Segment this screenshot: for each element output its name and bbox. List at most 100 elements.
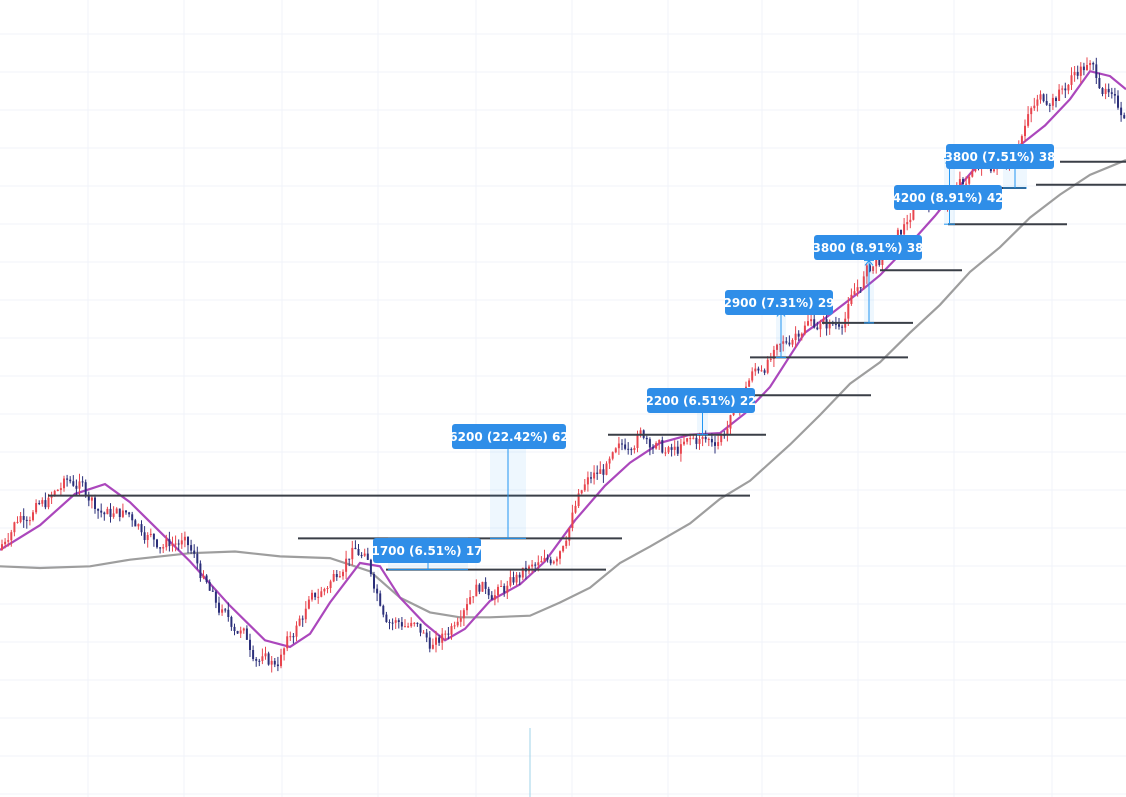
candle-body <box>617 443 620 449</box>
candle-body <box>534 564 537 566</box>
candle-body <box>683 441 685 445</box>
candle-body <box>1027 114 1030 126</box>
candle-body <box>25 519 28 521</box>
candle-body <box>249 639 251 650</box>
candle-body <box>329 581 332 588</box>
candle-body <box>574 505 577 513</box>
candle-body <box>546 557 549 560</box>
candle-body <box>1082 66 1085 71</box>
candle-body <box>1045 101 1048 105</box>
candle-body <box>1123 115 1126 119</box>
measure-m3800b[interactable]: 3800 (7.51%) 38 <box>944 144 1056 189</box>
measure-m4200[interactable]: 4200 (8.91%) 42 <box>892 157 1004 225</box>
candle-body <box>388 622 391 623</box>
candle-body <box>118 508 121 517</box>
candle-body <box>862 276 865 289</box>
candle-body <box>47 497 50 508</box>
candle-body <box>698 439 701 444</box>
candle-body <box>971 171 974 177</box>
candle-body <box>103 512 106 515</box>
measure-label-background <box>647 388 755 413</box>
candle-body <box>301 618 304 620</box>
measure-m2200[interactable]: 2200 (6.51%) 22 <box>645 388 757 436</box>
candle-body <box>404 626 406 628</box>
horizontal-levels[interactable] <box>48 160 1126 571</box>
candle-body <box>307 599 310 609</box>
candle-body <box>376 588 379 594</box>
candle-body <box>472 596 475 598</box>
candle-body <box>565 540 568 546</box>
candle-body <box>320 591 323 597</box>
candle-body <box>369 559 372 574</box>
candle-body <box>245 628 248 640</box>
candle-body <box>661 440 664 453</box>
candle-body <box>788 342 791 345</box>
candle-body <box>1048 104 1051 106</box>
candle-body <box>512 577 515 583</box>
candle-body <box>577 493 580 506</box>
candle-body <box>481 581 484 592</box>
candle-body <box>242 628 245 631</box>
candle-body <box>500 586 503 587</box>
candle-body <box>754 368 757 372</box>
measure-m2900[interactable]: 2900 (7.31%) 29 <box>723 290 835 358</box>
measure-label-background <box>373 538 481 563</box>
candle-body <box>714 442 716 446</box>
candle-body <box>28 520 31 522</box>
candle-body <box>1117 95 1119 108</box>
candle-body <box>7 540 10 542</box>
candle-body <box>518 574 521 578</box>
candle-body <box>692 437 695 439</box>
candle-body <box>230 617 233 627</box>
candle-body <box>614 448 617 453</box>
candle-body <box>469 597 472 605</box>
candle-body <box>115 508 118 514</box>
candle-body <box>701 437 704 439</box>
candle-body <box>847 304 850 319</box>
candle-body <box>552 561 555 564</box>
candle-body <box>1020 136 1023 148</box>
measure-m6200[interactable]: 6200 (22.42%) 62 <box>449 424 569 539</box>
candle-body <box>273 660 276 665</box>
measure-m3800a[interactable]: 3800 (8.91%) 38 <box>812 235 924 324</box>
candle-body <box>187 536 189 546</box>
candle-body <box>751 371 754 381</box>
candle-body <box>720 434 723 443</box>
candle-body <box>63 478 65 489</box>
candle-body <box>779 343 782 345</box>
candle-body <box>856 287 859 292</box>
candle-body <box>156 539 158 548</box>
candle-body <box>276 664 279 667</box>
candle-body <box>69 479 72 482</box>
candle-body <box>13 522 16 533</box>
candle-body <box>152 533 155 540</box>
candle-body <box>462 610 465 619</box>
candle-body <box>1120 107 1123 116</box>
candle-body <box>822 319 825 324</box>
candle-body <box>838 324 840 327</box>
candle-body <box>903 224 906 235</box>
candle-body <box>236 631 239 634</box>
candle-body <box>1113 94 1116 96</box>
candle-body <box>84 482 87 495</box>
candle-body <box>664 452 667 454</box>
candle-body <box>435 637 437 645</box>
candle-body <box>624 444 627 449</box>
candle-body <box>221 609 224 613</box>
candle-body <box>450 626 453 635</box>
candle-body <box>726 428 729 436</box>
candle-body <box>53 490 56 495</box>
candle-body <box>137 524 140 527</box>
candle-body <box>1067 84 1070 91</box>
candle-body <box>772 349 775 359</box>
price-range-measures[interactable]: 1700 (6.51%) 17 6200 (22.42%) 62 2200 (6.5… <box>371 144 1056 571</box>
candle-body <box>16 521 19 523</box>
candle-body <box>865 265 868 277</box>
candle-body <box>41 500 44 504</box>
candle-body <box>1098 78 1101 89</box>
candle-body <box>1051 97 1054 106</box>
measure-m1700[interactable]: 1700 (6.51%) 17 <box>371 537 483 571</box>
candle-body <box>22 516 25 520</box>
